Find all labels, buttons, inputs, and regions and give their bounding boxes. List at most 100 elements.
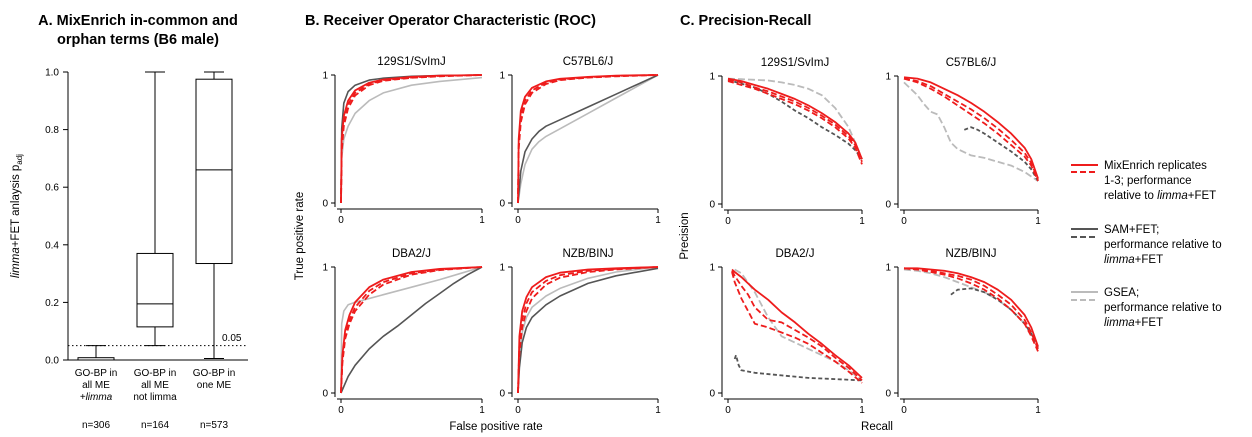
roc-series-mixenrich-rep1: [340, 74, 483, 204]
pr-series-gsea: [903, 81, 1039, 182]
legend-gsea-line2: performance relative to: [1104, 302, 1222, 314]
panel-a: A. MixEnrich in-common and orphan terms …: [10, 13, 248, 431]
legend-gsea-line1: GSEA;: [1104, 287, 1139, 299]
pr-y-tick-label: 1: [709, 263, 715, 274]
pr-y-tick-label: 0: [885, 200, 891, 211]
pr-series-mixenrich-rep2: [903, 267, 1039, 350]
roc-series-gsea: [340, 266, 483, 394]
legend-gsea-line3a: limma: [1104, 317, 1135, 329]
panel-a-title-line2: orphan terms (B6 male): [57, 32, 219, 48]
panel-b-xlabel: False positive rate: [449, 421, 542, 433]
legend-gsea: GSEA; performance relative to limma+FET: [1071, 287, 1222, 329]
roc-x-tick-label: 0: [515, 405, 521, 416]
roc-y-tick-label: 1: [322, 263, 328, 274]
category-3-line2: one ME: [197, 380, 232, 391]
roc-subplot: 129S1/SvImJ 0 1 0 1: [322, 56, 485, 226]
pr-x-tick-label: 0: [725, 216, 731, 227]
legend-sam-line2: performance relative to: [1104, 239, 1222, 251]
roc-x-tick-label: 1: [479, 215, 485, 226]
panel-a-title-line1: A. MixEnrich in-common and: [38, 13, 238, 29]
pr-series-gsea: [903, 268, 1039, 350]
pr-series-sam: [963, 126, 1039, 182]
panel-c: C. Precision-Recall Precision Recall 129…: [679, 13, 1041, 433]
panel-a-ylabel-rest: +FET anlaysis p: [10, 165, 22, 248]
pr-x-tick-label: 0: [725, 405, 731, 416]
pr-x-tick-label: 1: [1035, 216, 1041, 227]
roc-y-tick-label: 1: [499, 263, 505, 274]
roc-x-tick-label: 0: [338, 405, 344, 416]
pr-series-mixenrich-rep3: [727, 80, 863, 165]
pr-subplot: DBA2/J 0 1 0 1: [709, 248, 865, 416]
category-2-count: n=164: [141, 420, 170, 431]
pr-series-mixenrich-rep2: [727, 78, 863, 163]
category-3-label: GO-BP in one ME n=573: [193, 368, 236, 431]
category-2-label: GO-BP in all ME not limma n=164: [133, 368, 177, 431]
roc-subplot: C57BL6/J 0 1 0 1: [499, 56, 661, 226]
roc-subplot-title: NZB/BINJ: [562, 248, 613, 260]
roc-series-mixenrich-rep3: [340, 74, 483, 204]
roc-subplot: NZB/BINJ 0 1 0 1: [499, 248, 661, 416]
boxplot-1: [77, 345, 115, 361]
pr-series-sam: [950, 287, 1039, 348]
legend-gsea-line3b: +FET: [1135, 317, 1163, 329]
legend-mixenrich-line3b: limma: [1157, 190, 1188, 202]
panel-a-y-tick-label: 0.6: [45, 183, 59, 194]
panel-c-title: C. Precision-Recall: [680, 13, 811, 29]
roc-series-mixenrich-rep2: [340, 266, 483, 394]
panel-a-y-ticks: 0.0 0.2 0.4 0.6 0.8 1.0: [45, 68, 68, 367]
legend-mixenrich-line1: MixEnrich replicates: [1104, 160, 1207, 172]
pr-subplot: 129S1/SvImJ 0 1 0 1: [709, 57, 865, 227]
legend-sam-line3a: limma: [1104, 254, 1135, 266]
threshold-label: 0.05: [222, 333, 242, 344]
category-2-line1: GO-BP in: [134, 368, 177, 379]
category-1-label: GO-BP in all ME +limma n=306: [75, 368, 118, 431]
pr-series-mixenrich-rep1: [731, 268, 863, 379]
roc-series-mixenrich-rep2: [340, 74, 483, 204]
panel-b: B. Receiver Operator Characteristic (ROC…: [294, 13, 661, 433]
pr-x-tick-label: 1: [859, 405, 865, 416]
roc-x-tick-label: 1: [655, 215, 661, 226]
legend: MixEnrich replicates 1-3; performance re…: [1071, 160, 1222, 329]
pr-series-mixenrich-rep1: [904, 267, 1039, 347]
panel-b-title: B. Receiver Operator Characteristic (ROC…: [305, 13, 596, 29]
panel-a-ylabel-italic: limma: [10, 247, 22, 278]
roc-series-sam: [517, 74, 659, 204]
roc-series-sam: [340, 74, 483, 204]
roc-x-tick-label: 0: [515, 215, 521, 226]
panel-a-y-tick-label: 0.4: [45, 240, 59, 251]
roc-y-tick-label: 0: [322, 389, 328, 400]
roc-y-tick-label: 0: [499, 199, 505, 210]
category-1-count: n=306: [82, 420, 111, 431]
pr-x-tick-label: 0: [901, 405, 907, 416]
pr-series-mixenrich-rep2: [903, 77, 1039, 181]
pr-x-tick-label: 1: [859, 216, 865, 227]
category-3-line1: GO-BP in: [193, 368, 236, 379]
pr-subplot: C57BL6/J 0 1 0 1: [885, 57, 1041, 227]
roc-subplot: DBA2/J 0 1 0 1: [322, 248, 485, 416]
legend-mixenrich-line2: 1-3; performance: [1104, 175, 1192, 187]
category-1-line3: +limma: [80, 392, 113, 403]
pr-series-mixenrich-rep3: [903, 267, 1039, 352]
roc-x-tick-label: 1: [479, 405, 485, 416]
panel-a-y-tick-label: 0.0: [45, 356, 59, 367]
pr-y-tick-label: 1: [885, 263, 891, 274]
box-iqr: [195, 78, 233, 265]
category-2-line3: not limma: [133, 392, 177, 403]
pr-y-tick-label: 0: [709, 200, 715, 211]
roc-y-tick-label: 0: [322, 199, 328, 210]
roc-series-gsea: [517, 74, 659, 204]
roc-series-mixenrich-rep1: [517, 74, 659, 204]
pr-subplot: NZB/BINJ 0 1 0 1: [885, 248, 1041, 416]
pr-subplot-title: DBA2/J: [776, 248, 815, 260]
pr-series-mixenrich-rep1: [903, 76, 1039, 179]
pr-subplot-title: 129S1/SvImJ: [761, 57, 829, 69]
legend-sam: SAM+FET; performance relative to limma+F…: [1071, 224, 1222, 266]
roc-subplot-title: DBA2/J: [392, 248, 431, 260]
pr-series-mixenrich-rep2: [731, 270, 863, 382]
pr-series-sam: [727, 78, 863, 160]
boxplot-2: [136, 71, 174, 347]
legend-mixenrich-line3a: relative to: [1104, 190, 1157, 202]
